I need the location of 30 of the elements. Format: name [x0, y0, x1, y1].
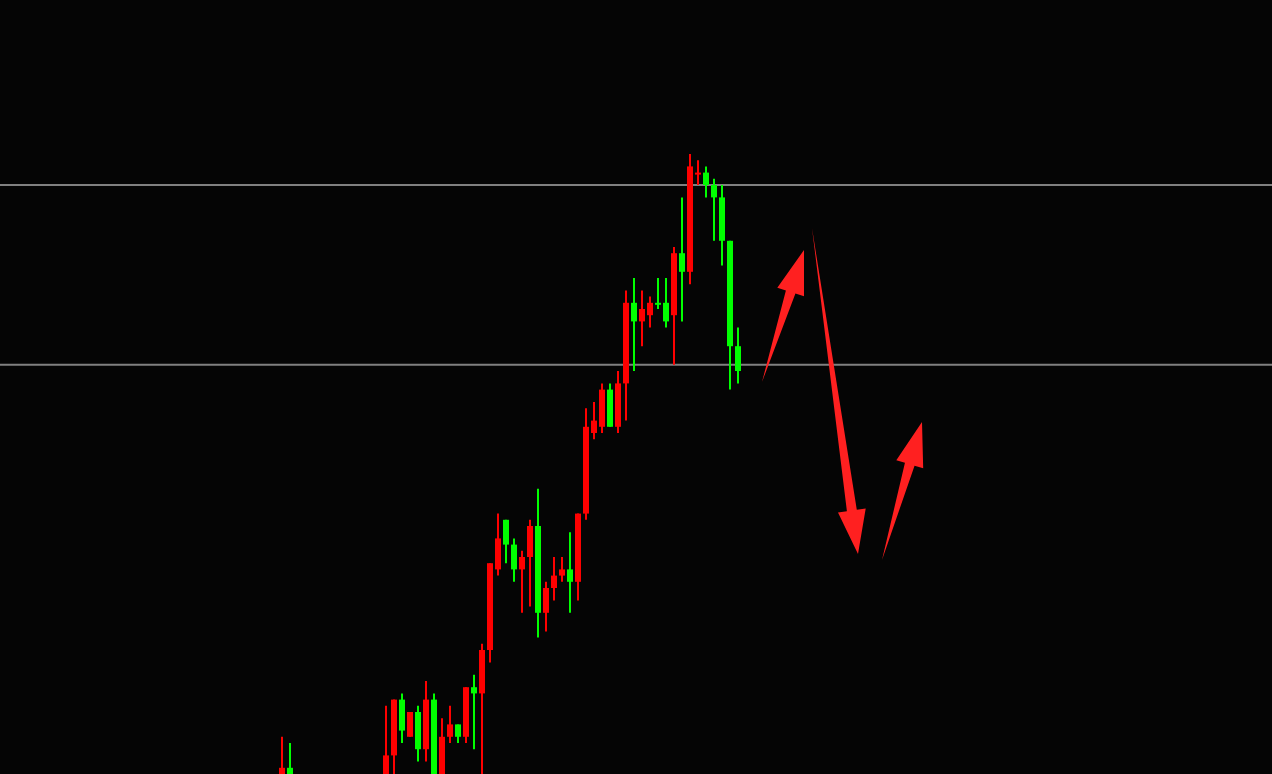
candlestick	[383, 704, 389, 774]
candlestick	[711, 177, 717, 242]
candlestick	[455, 723, 461, 744]
candlestick	[559, 556, 565, 583]
candlestick	[503, 518, 509, 565]
candlestick	[631, 277, 637, 372]
candlestick	[663, 277, 669, 329]
candlestick	[551, 556, 557, 602]
candlestick	[647, 295, 653, 329]
candlestick	[415, 704, 421, 763]
candlestick	[287, 742, 293, 774]
candlestick	[735, 326, 741, 385]
candlestick	[471, 673, 477, 751]
candlestick	[527, 518, 533, 608]
candlestick	[447, 704, 453, 744]
candlestick	[703, 165, 709, 199]
candlestick	[719, 184, 725, 267]
candlestick	[279, 735, 285, 774]
candlestick	[511, 537, 517, 583]
candlestick	[599, 382, 605, 434]
candlestick	[543, 580, 549, 633]
candlestick	[479, 642, 485, 774]
candlestick	[567, 531, 573, 614]
candlestick	[519, 549, 525, 614]
candlestick	[399, 692, 405, 744]
candlestick	[439, 717, 445, 774]
candlestick	[607, 382, 613, 428]
candlestick	[639, 289, 645, 348]
candlestick	[679, 196, 685, 323]
candlestick	[615, 370, 621, 434]
